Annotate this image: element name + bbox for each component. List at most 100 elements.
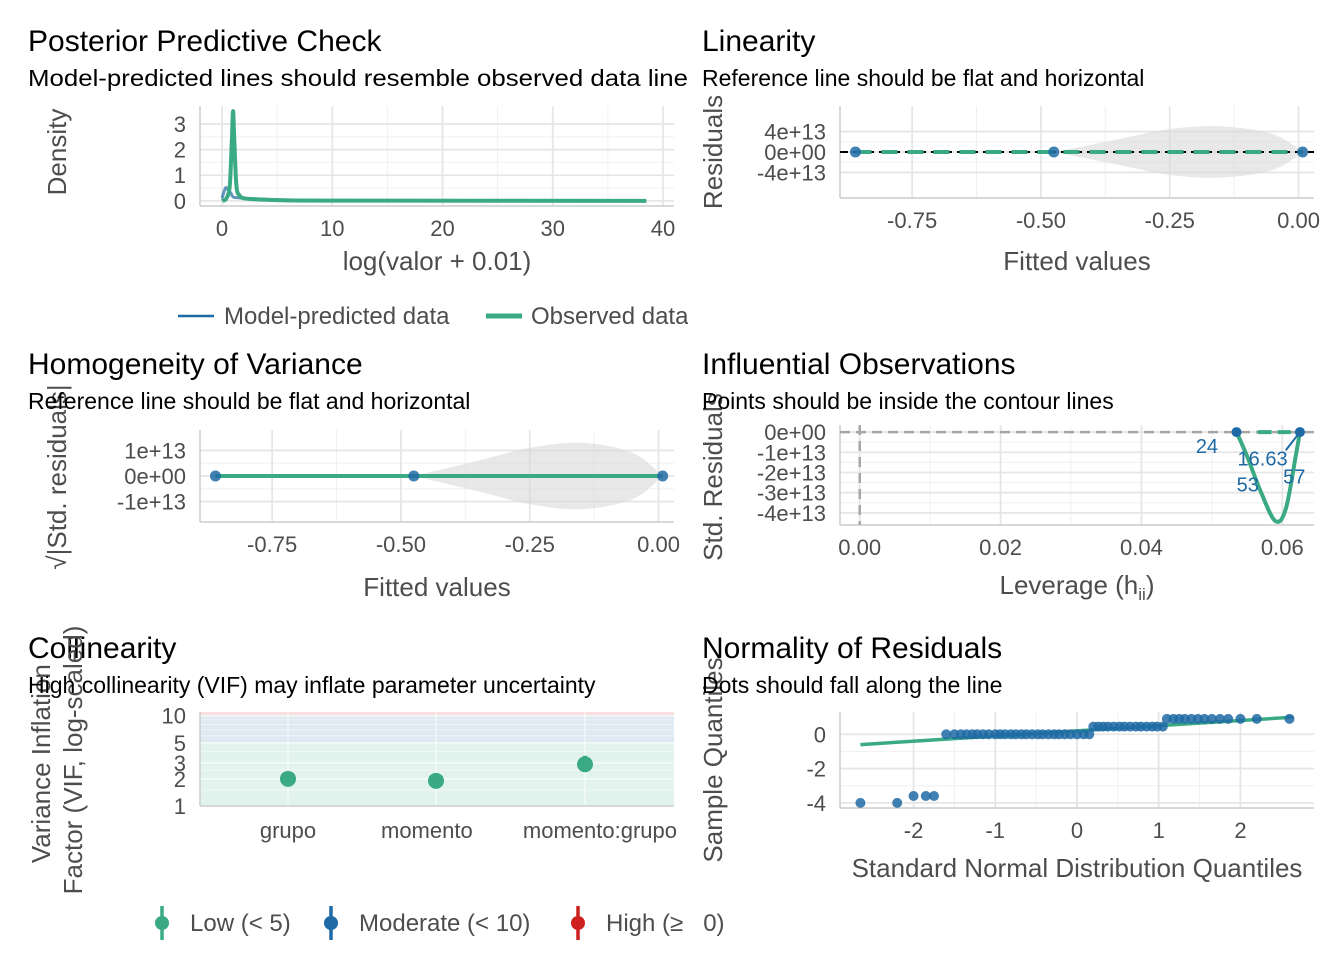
normality-title: Normality of Residuals <box>702 632 1002 665</box>
vif-point-grupo <box>280 770 296 787</box>
ppc-title: Posterior Predictive Check <box>28 25 382 58</box>
y-tick-label: 0 <box>174 189 186 214</box>
y-tick-label: -4e+13 <box>757 160 826 185</box>
x-tick-label: -2 <box>904 818 924 843</box>
x-tick-label: 0.02 <box>979 535 1022 560</box>
influential-xlabel-close: ) <box>1146 570 1155 600</box>
y-tick-label: -2e+13 <box>757 460 826 485</box>
normality-xlabel: Standard Normal Distribution Quantiles <box>852 853 1303 883</box>
qq-point <box>892 797 903 808</box>
x-tick-label: 20 <box>430 216 454 241</box>
y-tick-label: 3 <box>174 112 186 137</box>
qq-point <box>1199 713 1210 724</box>
x-tick-label: -0.75 <box>247 532 297 557</box>
data-point <box>657 470 669 482</box>
normality-panel: Normality of Residuals -2 -1 0 1 2 -4 -2 0 Stan… <box>698 632 1314 883</box>
data-point <box>408 470 420 482</box>
x-tick-label: 0.06 <box>1261 535 1304 560</box>
ppc-panel: Posterior Predictive Check Model-predict… <box>28 25 702 340</box>
legend-label-model: Model-predicted data <box>224 303 450 330</box>
qq-point <box>928 791 939 801</box>
qq-point <box>855 797 866 808</box>
point-label: 53 <box>1237 475 1259 497</box>
y-tick-label: 1 <box>174 794 186 819</box>
vif-point-momento <box>428 772 444 789</box>
data-point <box>209 470 221 482</box>
influential-point-labels: 24 16.63 53 57 <box>1196 436 1306 496</box>
vif-band <box>200 712 674 716</box>
qq-point <box>1157 721 1168 732</box>
y-tick-label: -4 <box>806 791 826 816</box>
homogeneity-ylabel: √|Std. residuals| <box>42 384 72 569</box>
y-tick-label: -4e+13 <box>757 501 826 526</box>
series-line-observed <box>220 109 647 203</box>
y-tick-label: 0e+00 <box>764 420 826 445</box>
y-tick-label: 0 <box>814 722 826 747</box>
influential-title: Influential Observations <box>702 348 1016 381</box>
x-tick-label: 0.00 <box>1277 208 1320 233</box>
x-tick-label: 0.00 <box>838 535 881 560</box>
collinearity-legend: Low (< 5) Moderate (< 10) High (≥ 10) <box>155 900 725 950</box>
y-tick-label: 1e+13 <box>124 438 186 463</box>
y-tick-label: 3 <box>174 751 186 776</box>
homogeneity-panel: Homogeneity of Variance -0.75 -0.50 -0.25 0… <box>28 348 680 602</box>
y-tick-label: 2 <box>174 138 186 163</box>
linearity-title: Linearity <box>702 25 815 58</box>
normality-ylabel: Sample Quantiles <box>698 657 728 862</box>
influential-panel: Influential Observations 0.00 0.02 0.04 0.0… <box>698 348 1314 604</box>
qq-point <box>1206 713 1217 724</box>
normality-marks <box>855 713 1295 808</box>
legend-label: High (≥ 10) <box>606 910 725 937</box>
y-tick-label: -1e+13 <box>757 440 826 465</box>
collinearity-grid <box>199 712 674 807</box>
homogeneity-title: Homogeneity of Variance <box>28 348 363 381</box>
x-tick-label: grupo <box>260 818 316 843</box>
ppc-xlabel: log(valor + 0.01) <box>343 246 532 276</box>
y-tick-label: 1 <box>174 163 186 188</box>
x-tick-label: -1 <box>985 818 1005 843</box>
legend-clip <box>688 900 702 950</box>
collinearity-title: Collinearity <box>28 632 176 665</box>
homogeneity-subtitle: Reference line should be flat and horizo… <box>28 388 470 414</box>
legend-label-observed: Observed data <box>531 303 689 330</box>
legend-label: Low (< 5) <box>190 910 291 937</box>
qq-point <box>1215 713 1226 724</box>
x-tick-label: -0.75 <box>887 208 937 233</box>
collinearity-bands <box>200 712 674 806</box>
homogeneity-xlabel: Fitted values <box>363 572 510 602</box>
x-tick-label: 0 <box>216 216 228 241</box>
x-tick-label: momento:grupo <box>523 818 677 843</box>
x-tick-label: 2 <box>1234 818 1246 843</box>
legend-key-dot <box>571 916 585 930</box>
x-tick-label: 0.04 <box>1120 535 1163 560</box>
qq-point <box>1223 713 1234 724</box>
influential-xlabel: Leverage (hii) <box>1000 570 1155 604</box>
loess-curve <box>1234 431 1302 524</box>
data-point <box>1294 427 1305 438</box>
ppc-series <box>220 109 647 203</box>
point-label: 16.63 <box>1238 448 1288 470</box>
qq-point <box>1251 713 1262 724</box>
collinearity-ylabel: Variance Inflation Factor (VIF, log-scal… <box>26 626 88 895</box>
normality-grid <box>839 712 1314 809</box>
linearity-xlabel: Fitted values <box>1003 246 1150 276</box>
point-label: 24 <box>1196 436 1218 458</box>
y-tick-label: -2 <box>806 757 826 782</box>
qq-point <box>1084 729 1095 740</box>
x-tick-label: -0.50 <box>376 532 426 557</box>
ppc-ylabel: Density <box>42 109 72 196</box>
data-point <box>1048 146 1060 158</box>
legend-key-dot <box>324 916 338 930</box>
linearity-marks <box>840 126 1314 178</box>
point-label: 57 <box>1283 467 1305 489</box>
x-tick-label: 1 <box>1153 818 1165 843</box>
collinearity-ylabel-line2: Factor (VIF, log-scaled) <box>58 626 88 895</box>
linearity-subtitle: Reference line should be flat and horizo… <box>702 65 1144 91</box>
qq-point <box>920 791 931 801</box>
ppc-grid <box>199 106 674 207</box>
y-tick-label: 5 <box>174 731 186 756</box>
legend-label: Moderate (< 10) <box>359 910 530 937</box>
x-tick-label: momento <box>381 818 473 843</box>
data-point <box>849 146 861 158</box>
